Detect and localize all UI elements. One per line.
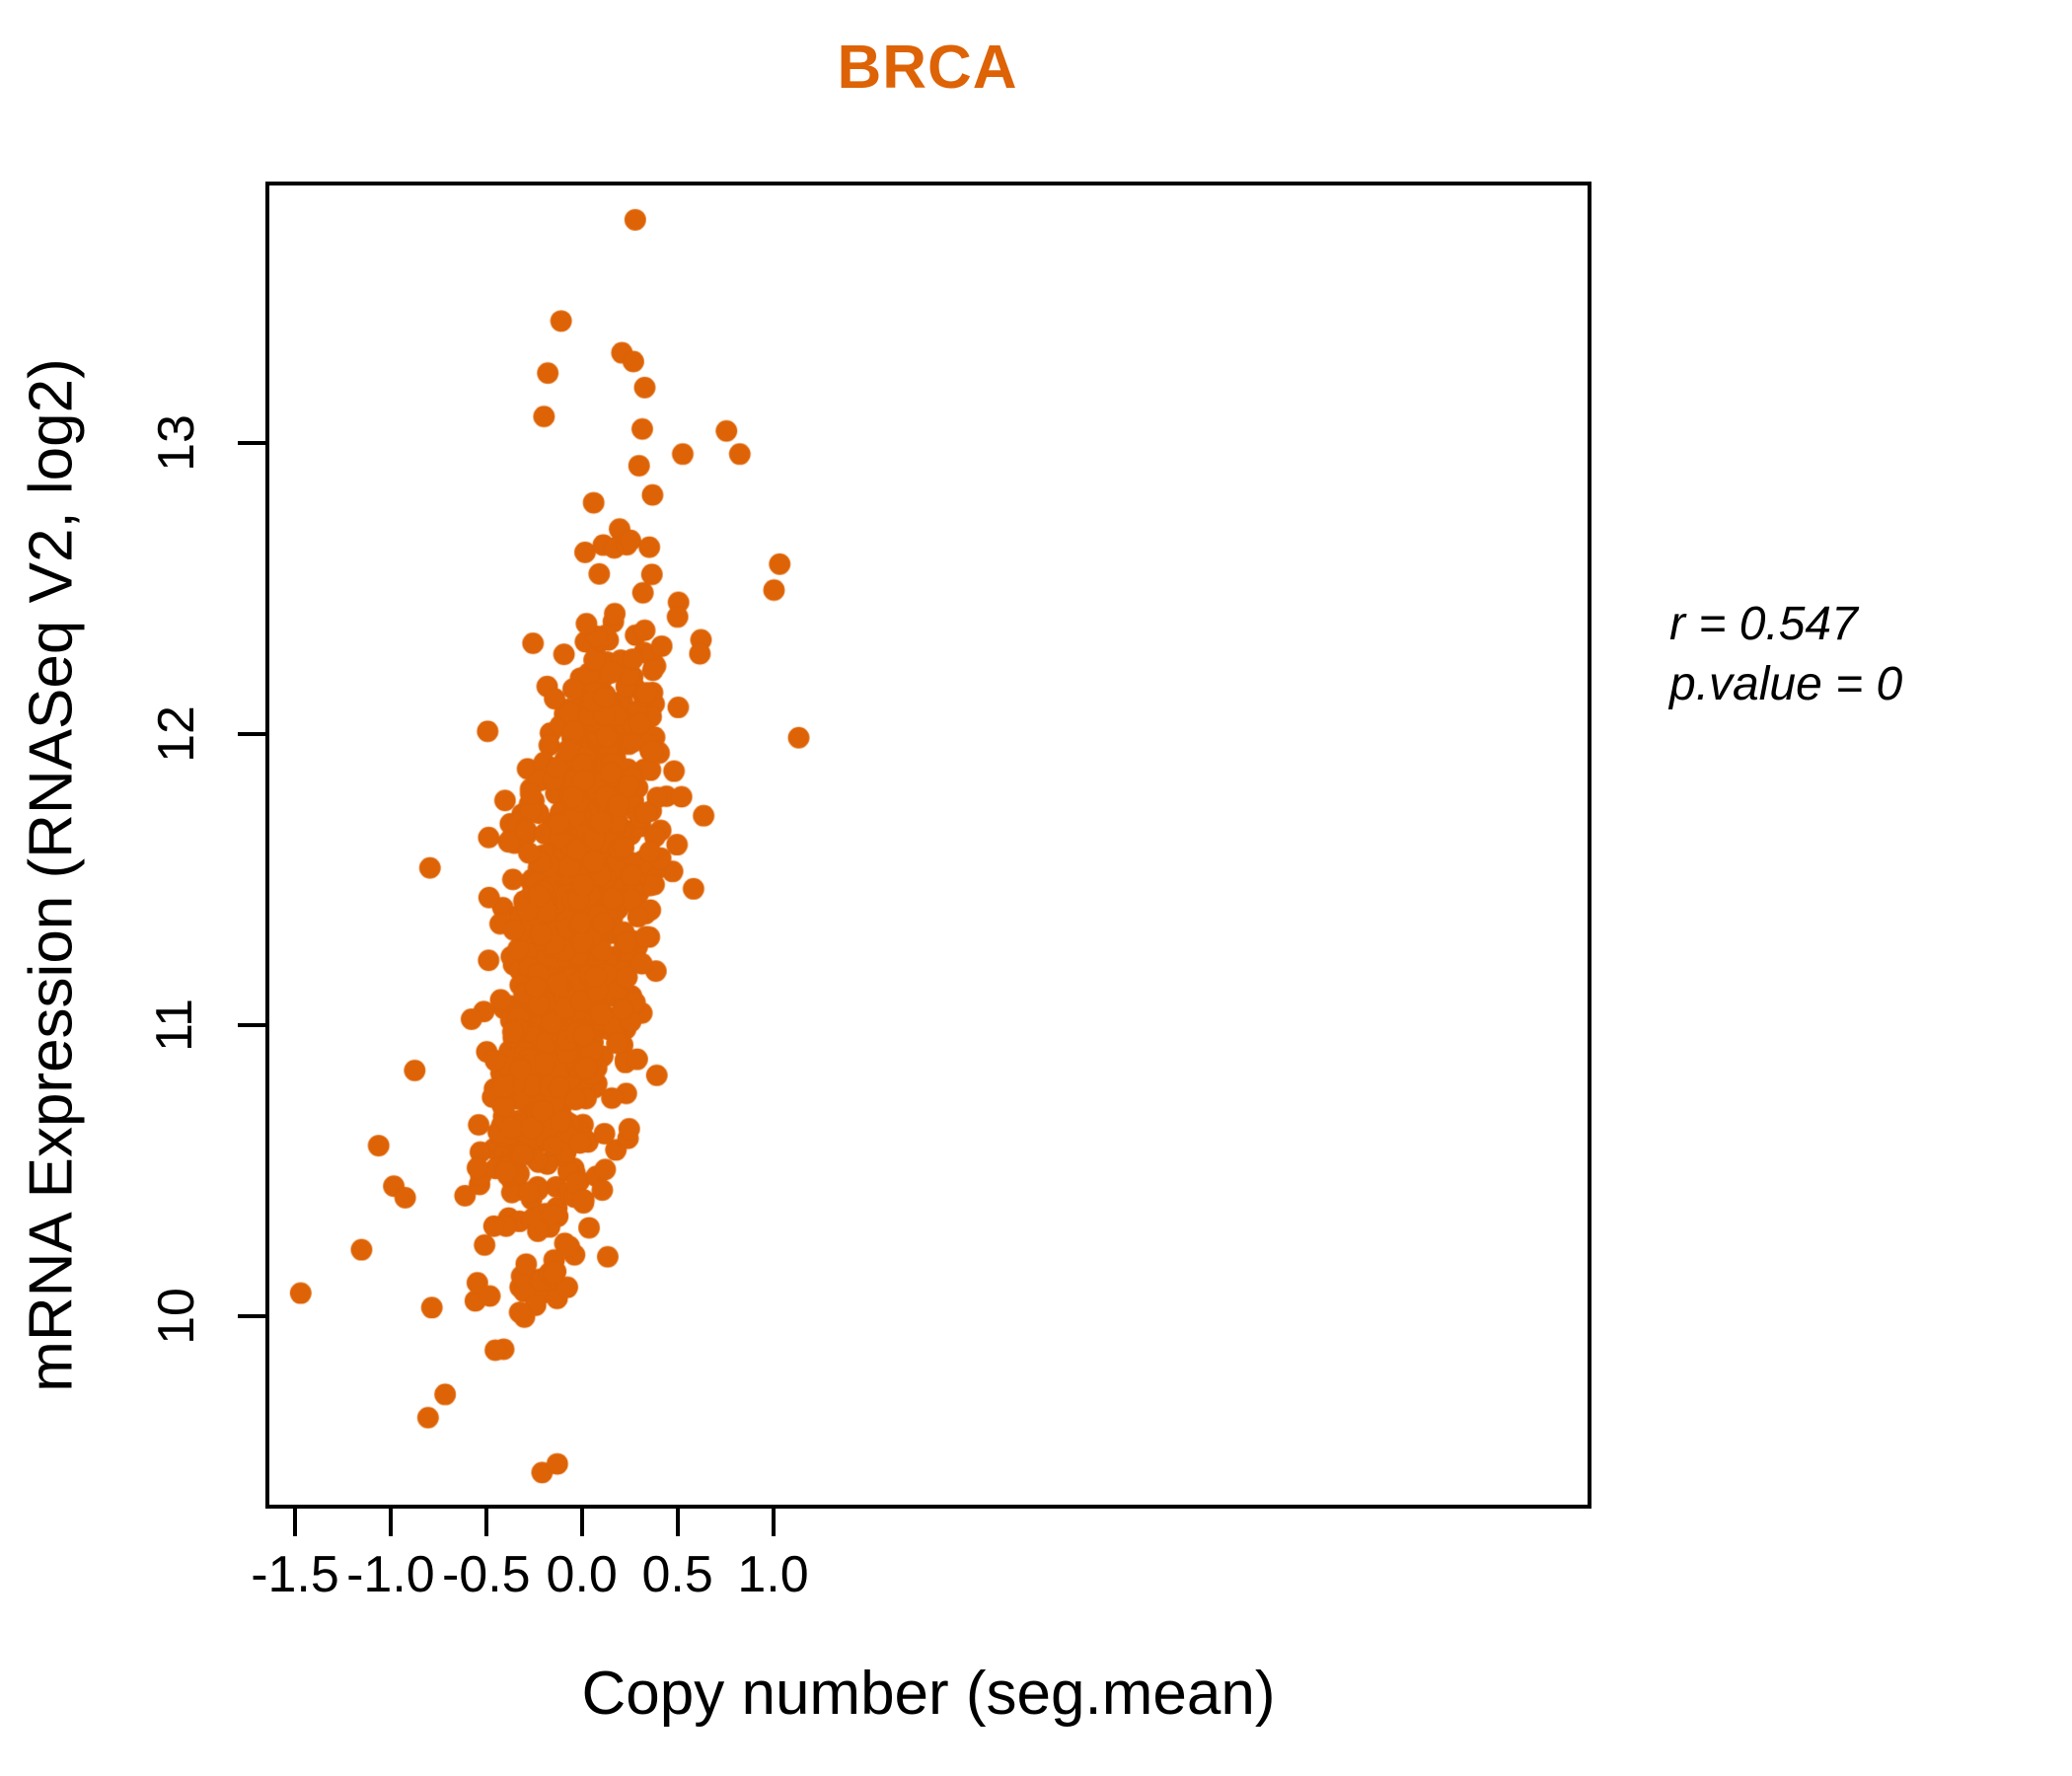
x-tick-label: 0.0 [546,1546,618,1603]
x-tick-mark [293,1509,297,1536]
x-axis-title: Copy number (seg.mean) [581,1660,1276,1728]
stats-annotation: r = 0.547 p.value = 0 [1669,594,1902,715]
x-tick-mark [675,1509,680,1536]
y-tick-mark [238,1023,265,1027]
pvalue-value: p.value = 0 [1669,658,1903,711]
x-tick-label: -1.0 [346,1546,435,1603]
correlation-value: r = 0.547 [1669,598,1858,650]
x-tick-mark [483,1509,488,1536]
y-tick-label: 10 [147,1288,205,1345]
y-tick-mark [238,441,265,445]
plot-area [265,182,1591,1509]
y-tick-label: 13 [147,414,205,472]
x-tick-mark [579,1509,584,1536]
y-tick-label: 12 [147,705,205,763]
x-tick-label: -1.5 [251,1546,339,1603]
x-tick-mark [771,1509,776,1536]
x-tick-mark [388,1509,393,1536]
y-axis-title: mRNA Expression (RNASeq V2, log2) [17,358,86,1392]
y-tick-mark [238,1314,265,1318]
page-title: BRCA [837,34,1018,102]
y-tick-label: 11 [145,999,203,1052]
y-tick-mark [238,732,265,736]
scatter-points-canvas [269,185,1588,1505]
x-tick-label: -0.5 [441,1546,531,1603]
x-tick-label: 1.0 [737,1546,809,1603]
x-tick-label: 0.5 [641,1546,713,1603]
